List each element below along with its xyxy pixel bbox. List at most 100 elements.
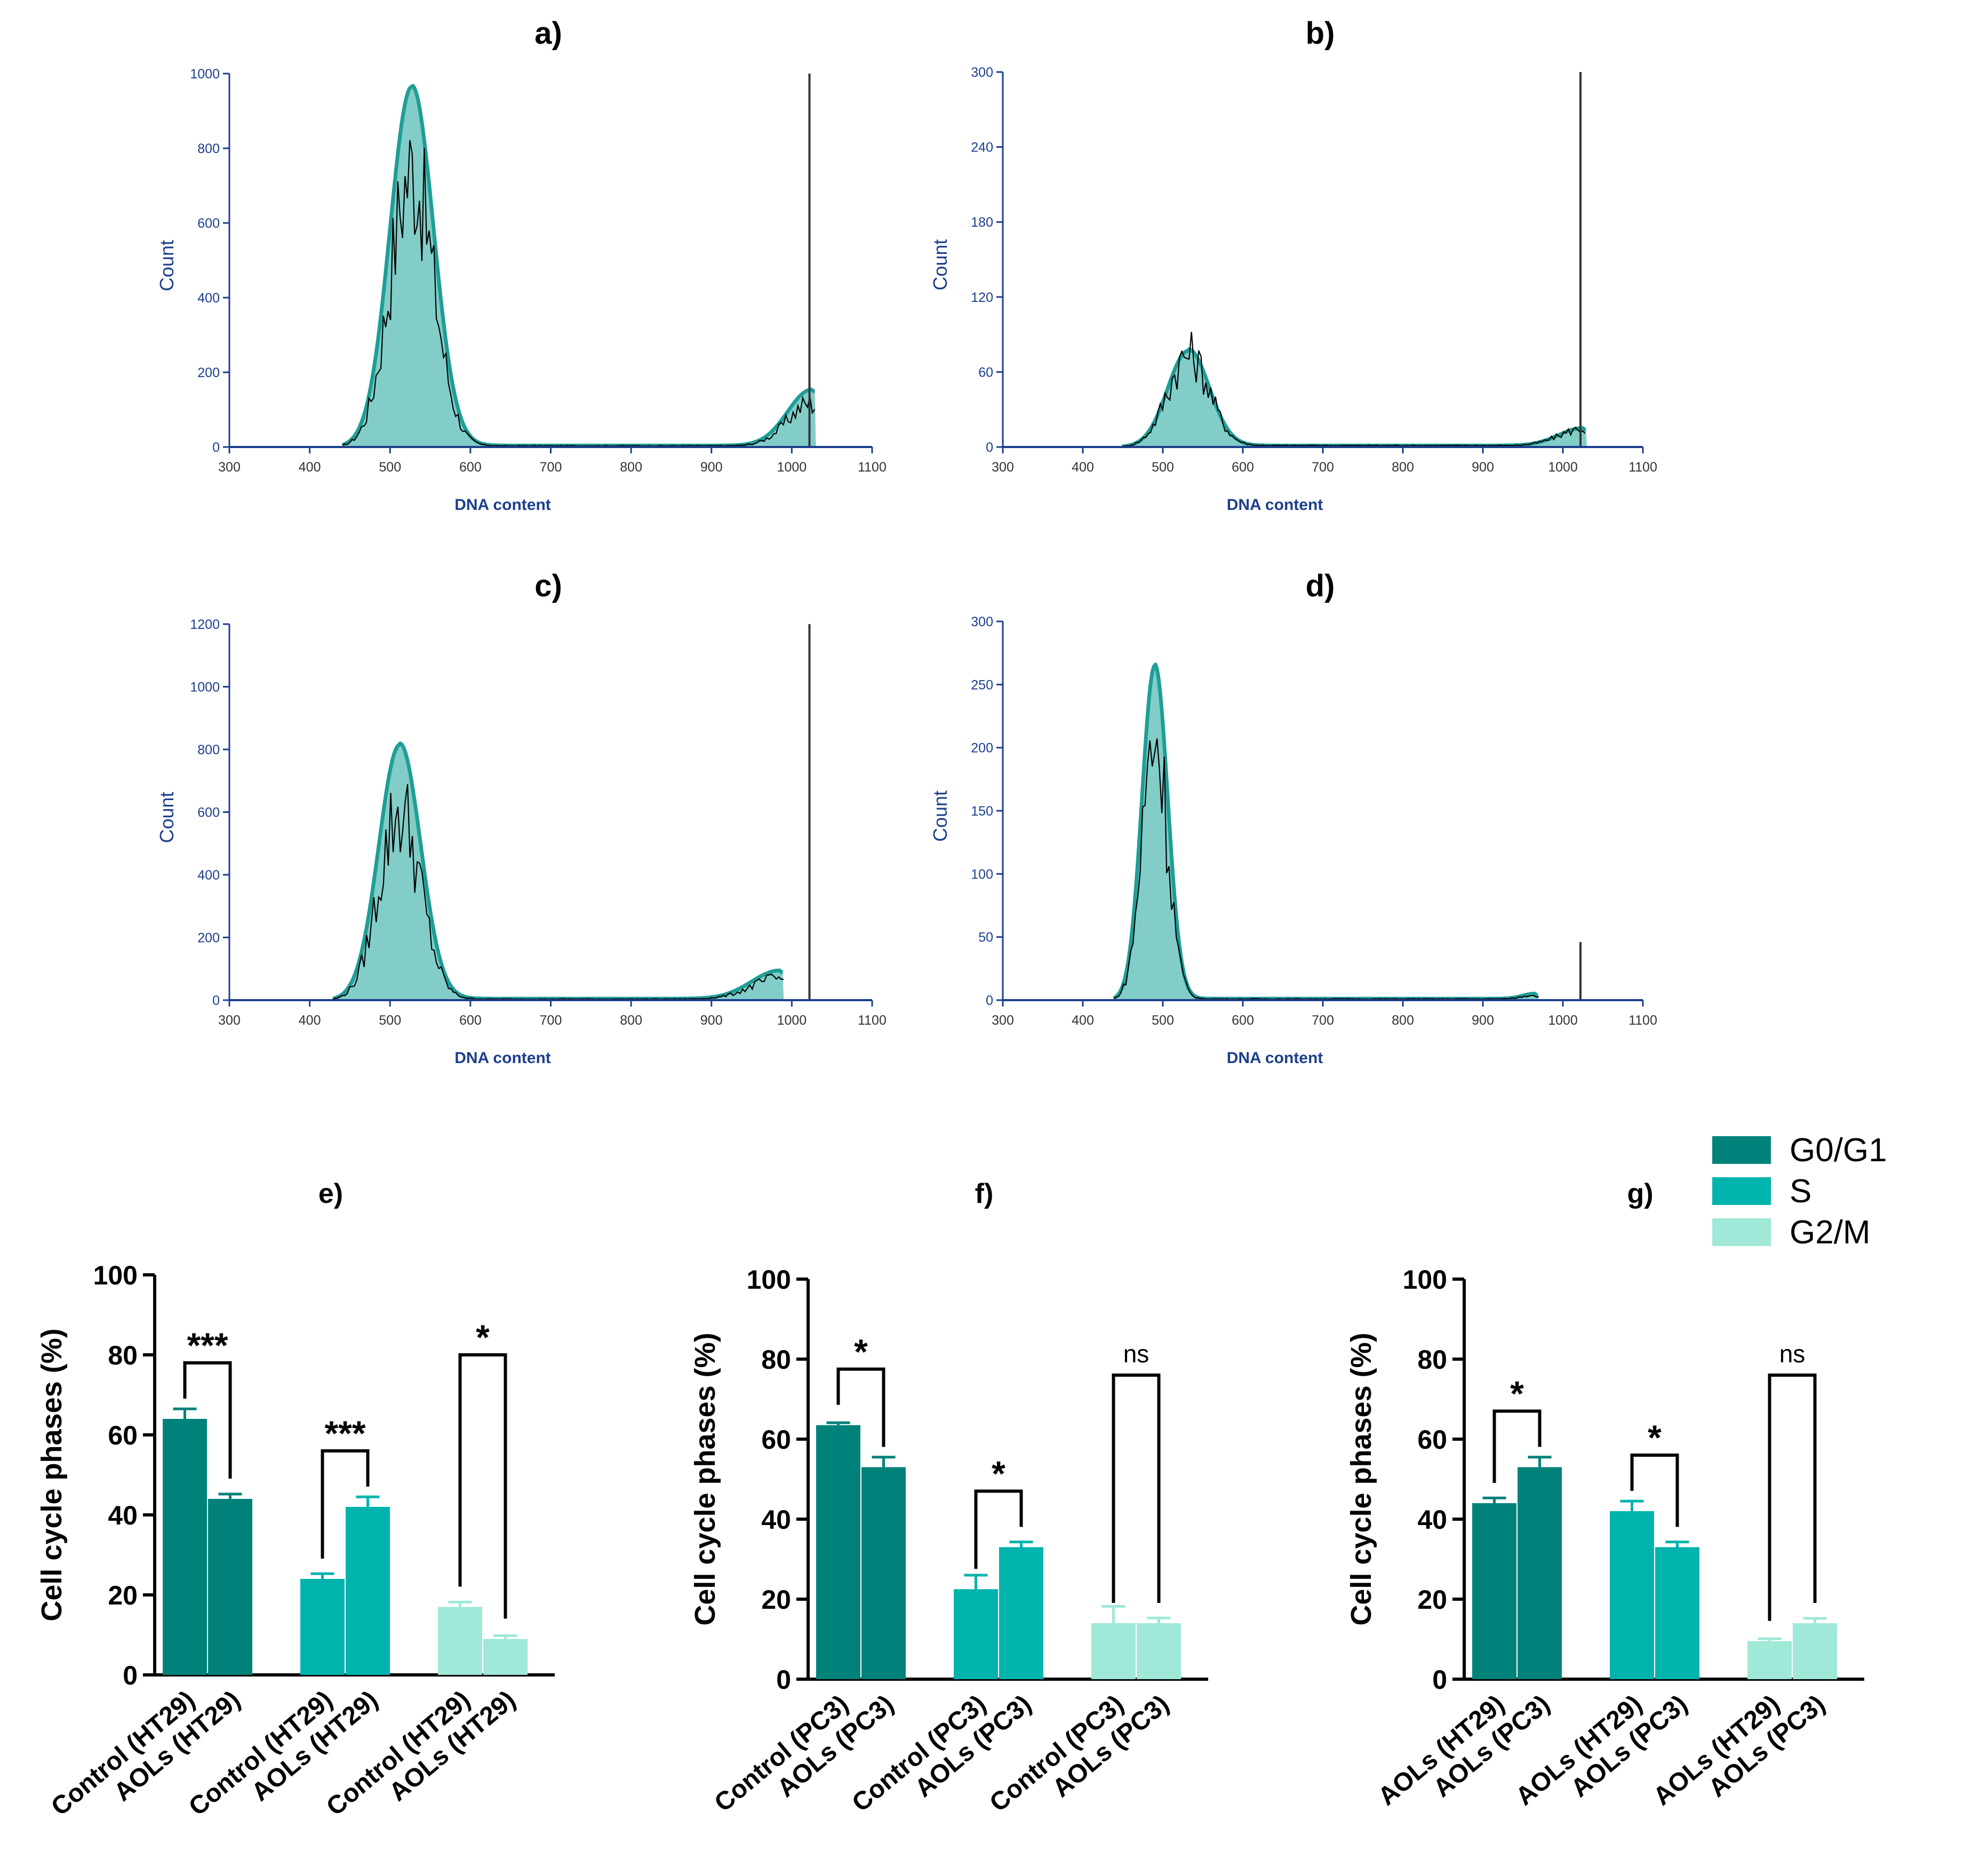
panel-label: e) xyxy=(318,1178,343,1209)
x-tick-label: 600 xyxy=(459,1013,482,1028)
x-tick-label: 400 xyxy=(299,460,321,475)
x-tick-label: 800 xyxy=(620,1013,642,1028)
y-tick-label: 1000 xyxy=(190,67,220,82)
y-tick-label: 60 xyxy=(761,1425,791,1455)
y-axis-title: Cell cycle phases (%) xyxy=(689,1332,721,1625)
x-tick-label: 300 xyxy=(992,460,1014,475)
y-axis-title: Cell cycle phases (%) xyxy=(1345,1332,1377,1625)
bar-s-1 xyxy=(346,1507,390,1675)
y-axis-title: Count xyxy=(929,791,951,842)
x-tick-label: 300 xyxy=(218,1013,241,1028)
significance-bracket xyxy=(183,1361,232,1479)
significance-marker: *** xyxy=(324,1414,365,1453)
bar-g0g1-0 xyxy=(1472,1503,1516,1679)
bar-g2m-1 xyxy=(1137,1623,1181,1679)
fit-area xyxy=(1114,664,1539,1000)
y-tick-label: 20 xyxy=(1417,1585,1447,1615)
y-tick-label: 100 xyxy=(747,1265,791,1295)
x-tick-label: 500 xyxy=(1152,460,1174,475)
x-tick-label: 1100 xyxy=(858,460,887,475)
bar-s-1 xyxy=(999,1547,1043,1679)
raw-histogram-line xyxy=(1113,738,1539,1000)
significance-bracket xyxy=(1112,1374,1161,1603)
y-tick-label: 80 xyxy=(761,1345,791,1375)
bar-g2m-0 xyxy=(1091,1623,1136,1679)
y-tick-label: 0 xyxy=(776,1665,791,1695)
x-tick-label: 700 xyxy=(1312,460,1334,475)
y-tick-label: 100 xyxy=(971,867,993,882)
y-tick-label: 800 xyxy=(197,141,220,156)
y-tick-label: 0 xyxy=(212,993,220,1008)
y-tick-label: 800 xyxy=(197,743,220,757)
y-tick-label: 80 xyxy=(1417,1345,1447,1375)
legend-label: G2/M xyxy=(1790,1214,1871,1251)
y-tick-label: 120 xyxy=(971,290,993,305)
legend-swatch-0 xyxy=(1712,1136,1771,1164)
y-axis-title: Count xyxy=(929,239,951,290)
bar-g2m-0 xyxy=(1747,1641,1792,1679)
panel-label: f) xyxy=(975,1178,994,1209)
significance-marker: * xyxy=(1648,1418,1662,1457)
x-tick-label: 1100 xyxy=(1628,1013,1657,1028)
significance-marker: * xyxy=(854,1332,868,1371)
x-tick-label: 1000 xyxy=(1548,1013,1578,1028)
x-tick-label: 400 xyxy=(299,1013,321,1028)
x-tick-label: 700 xyxy=(540,1013,562,1028)
y-tick-label: 40 xyxy=(1417,1505,1447,1535)
significance-marker: * xyxy=(992,1454,1005,1494)
y-tick-label: 300 xyxy=(971,65,993,80)
y-tick-label: 200 xyxy=(197,365,220,380)
y-tick-label: 0 xyxy=(1432,1665,1447,1695)
significance-bracket xyxy=(458,1353,507,1619)
y-tick-label: 20 xyxy=(761,1585,791,1615)
x-tick-label: 800 xyxy=(1392,460,1414,475)
legend-swatch-1 xyxy=(1712,1177,1771,1205)
x-tick-label: 900 xyxy=(1472,460,1494,475)
y-tick-label: 80 xyxy=(108,1340,138,1370)
y-tick-label: 100 xyxy=(93,1260,138,1290)
legend-label: S xyxy=(1790,1173,1811,1210)
x-tick-label: 1000 xyxy=(777,1013,807,1028)
y-tick-label: 50 xyxy=(978,930,993,945)
panel-label: a) xyxy=(534,16,562,51)
x-tick-label: 600 xyxy=(459,460,482,475)
fit-area xyxy=(1122,349,1587,447)
x-tick-label: 1100 xyxy=(858,1013,887,1028)
y-tick-label: 0 xyxy=(212,440,220,455)
bar-s-0 xyxy=(300,1579,345,1675)
y-tick-label: 300 xyxy=(971,614,993,629)
bar-g2m-0 xyxy=(438,1607,482,1675)
significance-bracket xyxy=(1630,1454,1679,1527)
y-tick-label: 0 xyxy=(986,440,993,455)
x-tick-label: 1000 xyxy=(1548,460,1578,475)
x-tick-label: 1000 xyxy=(777,460,807,475)
legend-swatch-2 xyxy=(1712,1218,1771,1246)
significance-bracket xyxy=(1768,1374,1817,1621)
x-axis-title: DNA content xyxy=(454,496,551,514)
significance-marker: ns xyxy=(1779,1340,1806,1368)
significance-marker: *** xyxy=(187,1326,228,1365)
bar-g0g1-1 xyxy=(208,1499,252,1675)
bar-s-0 xyxy=(1610,1511,1654,1679)
y-axis-title: Cell cycle phases (%) xyxy=(36,1328,68,1621)
raw-histogram-line xyxy=(342,140,816,447)
x-tick-label: 700 xyxy=(540,460,562,475)
x-axis-title: DNA content xyxy=(454,1049,551,1067)
y-tick-label: 600 xyxy=(197,805,220,820)
y-tick-label: 150 xyxy=(971,804,993,819)
y-tick-label: 600 xyxy=(197,216,220,231)
x-tick-label: 500 xyxy=(379,1013,401,1028)
x-tick-label: 700 xyxy=(1312,1013,1334,1028)
panel-label: b) xyxy=(1306,16,1335,51)
y-tick-label: 60 xyxy=(978,365,993,380)
histogram-panel-d: d) 300 400 500 600 700 800 900 1000 1100 0 50 100 150… xyxy=(929,569,1657,1067)
y-tick-label: 1000 xyxy=(190,680,220,695)
histogram-panel-c: c) 300 400 500 600 700 800 900 1000 1100 0 200 400 60… xyxy=(156,569,887,1067)
y-tick-label: 240 xyxy=(971,140,993,155)
y-tick-label: 180 xyxy=(971,215,993,230)
bar-g0g1-1 xyxy=(861,1467,906,1679)
x-axis-title: DNA content xyxy=(1227,496,1323,514)
x-tick-label: 400 xyxy=(1072,460,1094,475)
panel-label: c) xyxy=(534,569,562,603)
y-tick-label: 60 xyxy=(108,1420,138,1450)
